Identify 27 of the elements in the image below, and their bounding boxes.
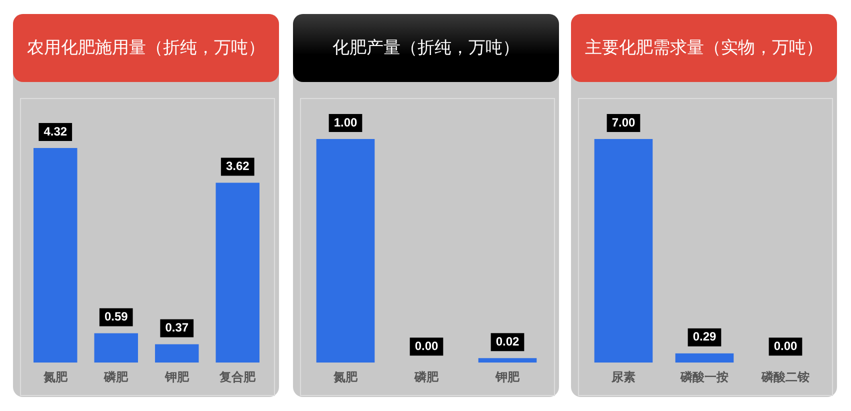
x-tick-label: 氮肥 <box>42 370 68 384</box>
data-label: 1.00 <box>334 115 358 130</box>
bar <box>94 333 138 363</box>
data-label: 0.29 <box>692 330 716 344</box>
data-label: 7.00 <box>612 115 636 130</box>
x-tick-label: 复合肥 <box>218 370 257 384</box>
data-label: 0.59 <box>104 310 128 324</box>
chart-title: 农用化肥施用量（折纯，万吨） <box>13 14 279 82</box>
data-label: 4.32 <box>44 124 68 138</box>
data-label: 0.00 <box>414 338 438 353</box>
x-tick-label: 钾肥 <box>164 370 190 384</box>
x-tick-label: 钾肥 <box>494 370 520 384</box>
x-tick-label: 氮肥 <box>332 370 358 384</box>
x-tick-label: 尿素 <box>610 370 636 384</box>
x-tick-label: 磷肥 <box>103 370 130 384</box>
data-label: 0.00 <box>774 338 798 353</box>
x-tick-label: 磷酸一按 <box>680 370 728 384</box>
bar <box>216 182 260 363</box>
x-tick-label: 磷肥 <box>414 370 440 384</box>
data-label: 0.02 <box>496 334 520 348</box>
chart-title: 化肥产量（折纯，万吨） <box>293 14 559 82</box>
chart-title: 主要化肥需求量（实物，万吨） <box>571 14 837 82</box>
x-tick-label: 磷酸二铵 <box>760 370 810 384</box>
data-label: 3.62 <box>226 159 250 174</box>
bar <box>34 148 78 363</box>
bar <box>155 344 199 363</box>
data-label: 0.37 <box>165 320 189 335</box>
